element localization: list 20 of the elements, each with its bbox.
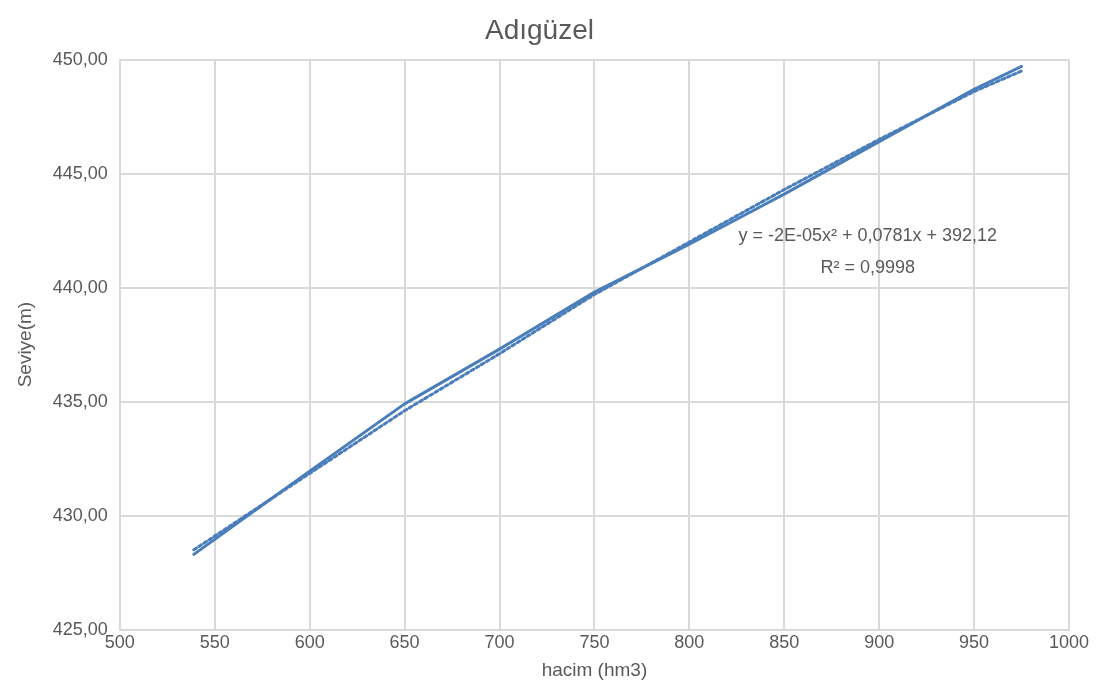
- x-tick-label: 850: [769, 632, 800, 653]
- x-tick-label: 1000: [1048, 632, 1090, 653]
- y-tick-label: 450,00: [52, 48, 108, 69]
- x-tick-label: 650: [389, 632, 420, 653]
- y-tick-label: 445,00: [52, 162, 108, 183]
- x-tick-label: 900: [864, 632, 895, 653]
- annotation: y = -2E-05x² + 0,0781x + 392,12: [738, 225, 998, 246]
- x-tick-label: 800: [674, 632, 705, 653]
- y-tick-label: 435,00: [52, 390, 108, 411]
- x-axis-title: hacim (hm3): [541, 658, 648, 680]
- y-axis-title: Seviye(m): [13, 301, 35, 388]
- y-tick-label: 440,00: [52, 276, 108, 297]
- chart-title: Adıgüzel: [485, 13, 594, 45]
- x-tick-label: 750: [579, 632, 610, 653]
- x-tick-label: 600: [294, 632, 325, 653]
- x-tick-label: 550: [199, 632, 230, 653]
- x-tick-label: 700: [484, 632, 515, 653]
- x-tick-label: 950: [959, 632, 990, 653]
- y-tick-label: 430,00: [52, 504, 108, 525]
- annotation: R² = 0,9998: [820, 256, 916, 277]
